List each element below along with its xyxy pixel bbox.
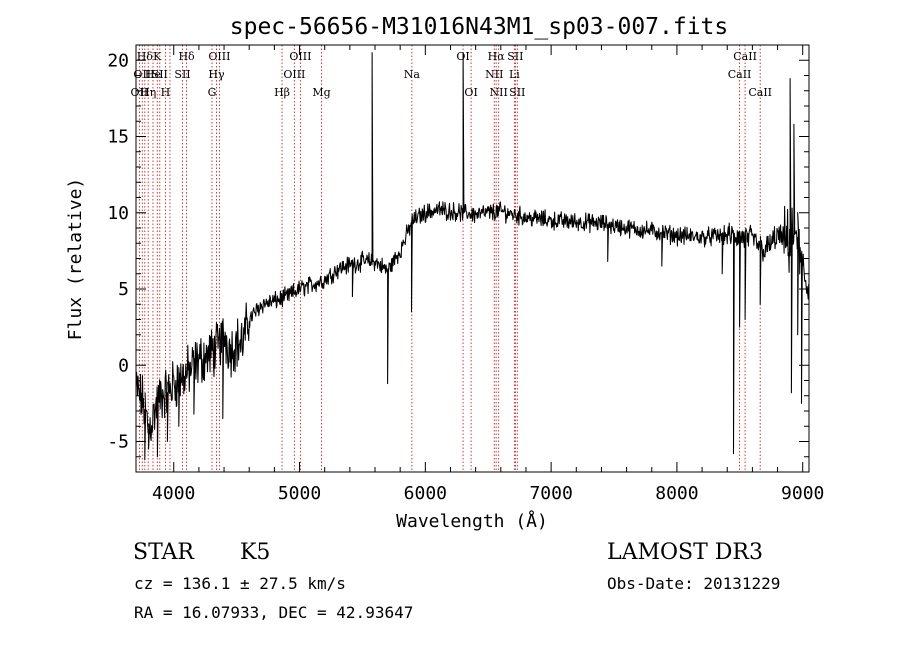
line-marker-label: K [153, 50, 162, 63]
y-axis-label: Flux (relative) [65, 178, 86, 341]
survey-name: LAMOST DR3 [607, 540, 763, 565]
line-marker-layer [138, 45, 761, 472]
line-marker-label: SII [152, 68, 168, 81]
line-marker-label: SII [509, 86, 525, 99]
line-marker-label: OIII [289, 50, 311, 63]
spectrum-line [135, 52, 810, 461]
y-tick-label: -5 [107, 432, 129, 453]
line-marker-label: SII [174, 68, 190, 81]
line-marker-label: Mg [312, 86, 330, 99]
line-marker-label: H [161, 86, 171, 99]
line-marker-label: OII [133, 68, 151, 81]
line-marker-label: OIII [283, 68, 305, 81]
plot-frame [135, 44, 810, 473]
redshift-velocity: cz = 136.1 ± 27.5 km/s [134, 574, 346, 593]
y-tick-label: 20 [107, 50, 129, 71]
x-tick-label: 6000 [404, 483, 447, 504]
x-tick-label: 7000 [529, 483, 572, 504]
line-marker-label: OII [131, 86, 149, 99]
line-marker-label: CaII [728, 68, 752, 81]
line-marker-label: OI [464, 86, 477, 99]
line-marker-labels: OIIOIIHδHηHeKSIIHSIIHδGHγOIIIHβOIIIOIIIM… [131, 50, 772, 99]
line-marker-label: Li [509, 68, 520, 81]
line-marker-label: Hβ [274, 86, 290, 99]
line-marker-label: G [208, 86, 217, 99]
y-tick-label: 5 [118, 279, 129, 300]
line-marker-label: Hδ [178, 50, 195, 63]
line-marker-label: Hδ [137, 50, 154, 63]
x-axis-label: Wavelength (Å) [396, 510, 548, 532]
x-tick-label: 9000 [781, 483, 824, 504]
observation-date: Obs-Date: 20131229 [607, 574, 781, 593]
line-marker-label: He [145, 68, 161, 81]
object-class: STAR [133, 540, 194, 565]
x-tick-label: 5000 [278, 483, 321, 504]
y-tick-label: 0 [118, 355, 129, 376]
y-tick-label: 10 [107, 203, 129, 224]
line-marker-label: CaII [748, 86, 772, 99]
x-tick-label: 4000 [152, 483, 195, 504]
line-marker-label: CaII [733, 50, 757, 63]
line-marker-label: NII [485, 68, 503, 81]
x-axis: 4000 5000 6000 7000 8000 9000 [152, 45, 824, 504]
x-tick-label: 8000 [655, 483, 698, 504]
object-subclass: K5 [240, 540, 271, 565]
coordinates: RA = 16.07933, DEC = 42.93647 [134, 603, 414, 622]
chart-title: spec-56656-M31016N43M1_sp03-007.fits [230, 14, 729, 40]
line-marker-label: SII [507, 50, 523, 63]
line-marker-label: OIII [208, 50, 230, 63]
y-axis: -5 0 5 10 15 20 [107, 44, 809, 458]
line-marker-label: Hη [140, 86, 156, 99]
y-tick-label: 15 [107, 127, 129, 148]
line-marker-label: Hα [488, 50, 506, 63]
line-marker-label: NII [490, 86, 508, 99]
line-marker-label: Hγ [208, 68, 225, 81]
line-marker-label: Na [404, 68, 421, 81]
